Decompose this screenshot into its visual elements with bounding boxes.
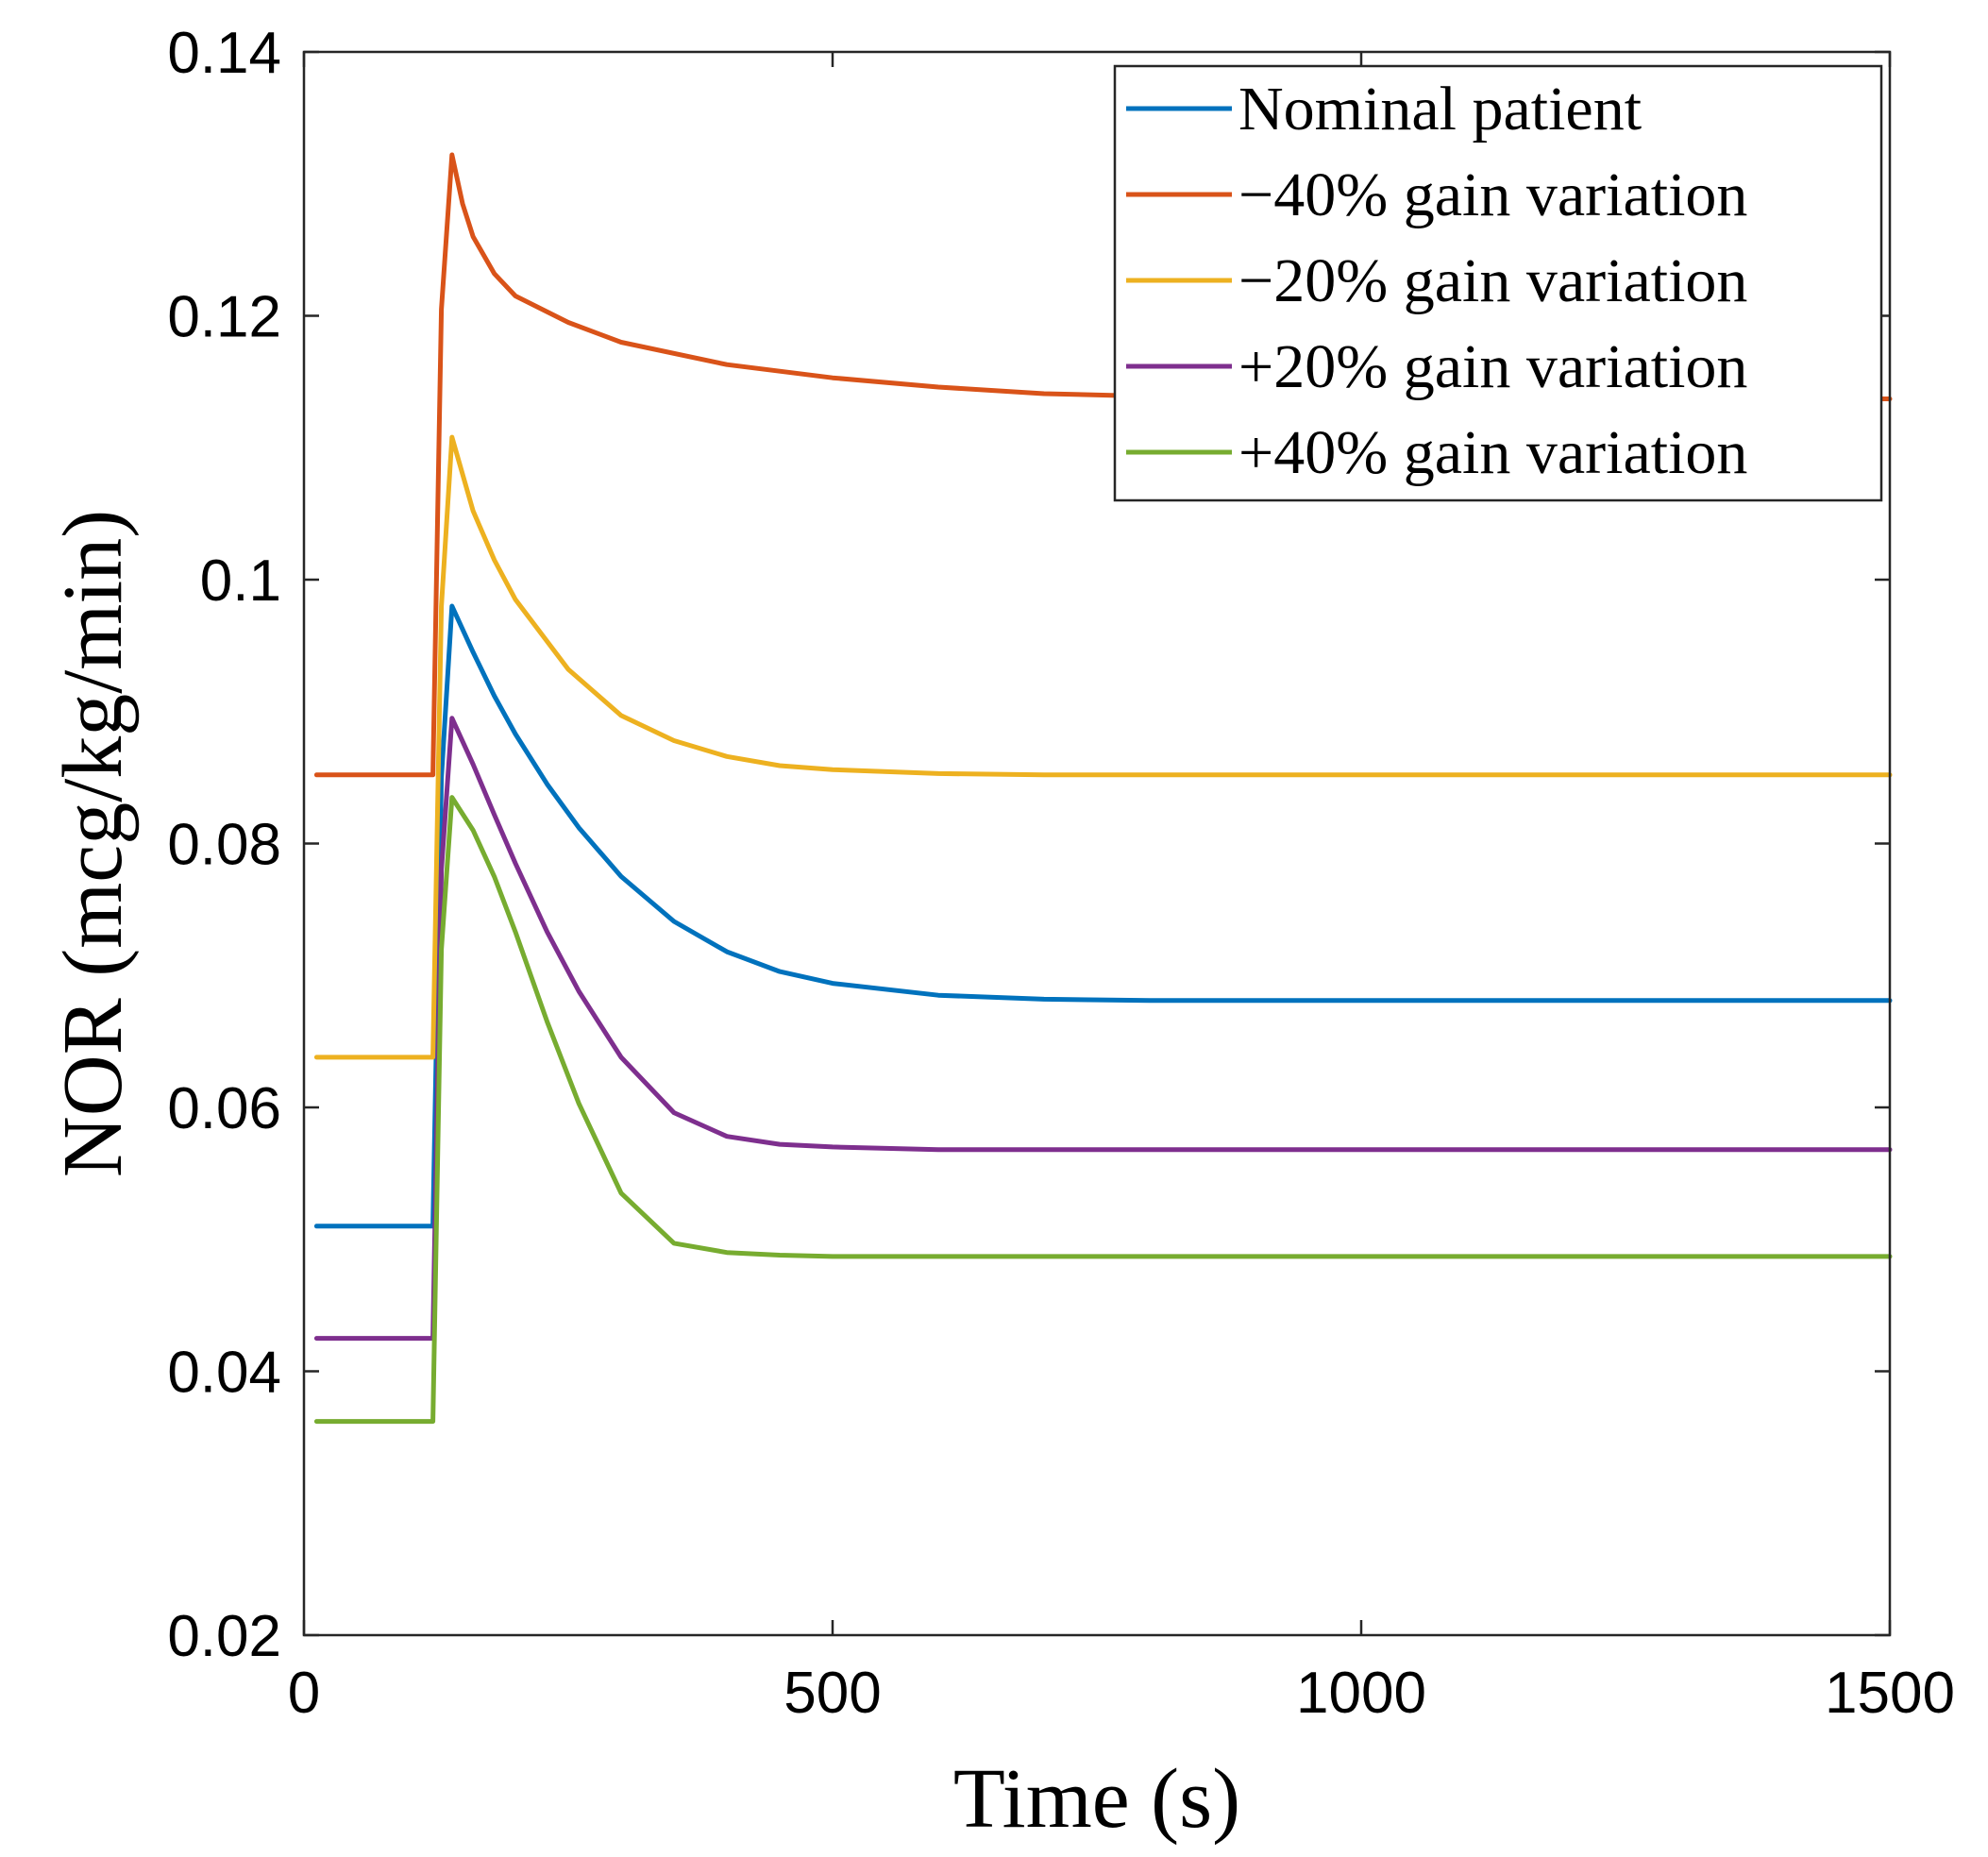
series-line-1: [313, 603, 1893, 1229]
x-tick-label: 500: [783, 1661, 881, 1726]
series-line-4: [313, 716, 1893, 1342]
y-tick-label: 0.04: [167, 1341, 281, 1406]
y-tick-label: 0.02: [167, 1604, 281, 1669]
ticks-layer: 0 500 1000 1500 0.02 0.04 0.06 0.08 0.1 0.12 0.14: [167, 21, 1955, 1726]
legend-label-2: −40% gain variation: [1238, 160, 1747, 229]
y-tick-label: 0.08: [167, 813, 281, 878]
x-tick-label: 0: [288, 1661, 320, 1726]
legend-label-3: −20% gain variation: [1238, 246, 1747, 315]
y-tick-label: 0.12: [167, 285, 281, 350]
legend-label-5: +40% gain variation: [1238, 418, 1747, 487]
legend-items: Nominal patient −40% gain variation −20% g…: [1126, 75, 1747, 487]
y-tick-label: 0.14: [167, 21, 281, 86]
y-tick-label: 0.06: [167, 1076, 281, 1141]
x-tick-label: 1000: [1296, 1661, 1426, 1726]
x-tick-label: 1500: [1825, 1661, 1955, 1726]
x-axis-label: Time (s): [953, 1752, 1240, 1846]
series-layer: [313, 152, 1893, 1425]
y-axis-label: NOR (mcg/kg/min): [46, 510, 140, 1177]
legend-label-1: Nominal patient: [1238, 75, 1642, 143]
legend-box: [1113, 64, 1883, 502]
legend-label-4: +20% gain variation: [1238, 332, 1747, 401]
series-line-5: [313, 795, 1893, 1425]
legend: Nominal patient −40% gain variation −20% g…: [1113, 64, 1883, 502]
y-tick-label: 0.1: [200, 549, 281, 614]
series-line-3: [313, 434, 1893, 1060]
